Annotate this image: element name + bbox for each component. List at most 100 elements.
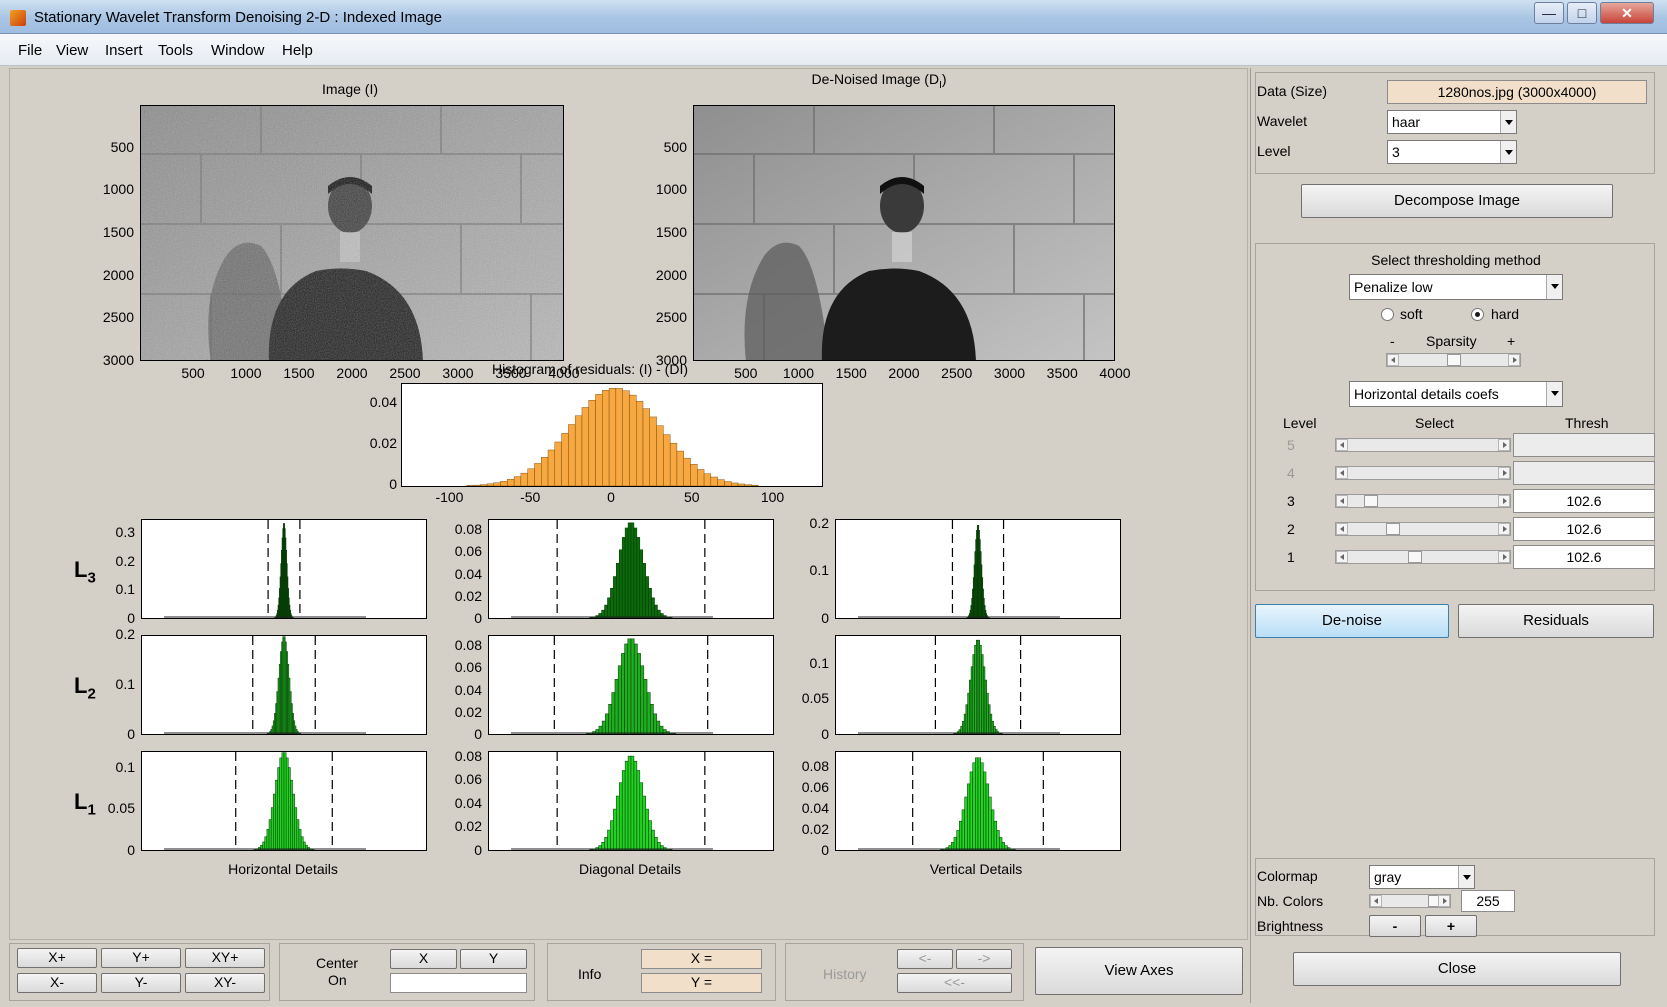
detail-y-tick: 0.05 [801,690,829,707]
detail-histogram-chart [164,636,366,734]
center-y-button[interactable]: Y [460,949,527,969]
residual-bar [744,484,752,486]
brightness-minus-button[interactable]: - [1369,915,1421,937]
detail-bar [300,836,304,850]
detail-histogram-axes[interactable] [141,519,427,619]
close-window-button[interactable]: ✕ [1600,2,1654,24]
menu-help[interactable]: Help [282,42,313,59]
detail-bar [621,770,626,850]
history-next-button[interactable]: -> [956,949,1012,969]
detail-histogram-axes[interactable] [488,519,774,619]
data-info-frame [1255,72,1655,174]
image-y-tick: 1000 [102,181,134,198]
residual-bar [513,476,522,486]
close-button[interactable]: Close [1293,952,1621,986]
hard-radio[interactable] [1471,308,1484,321]
zoom-xy-plus-button[interactable]: XY+ [185,948,265,968]
detail-histogram-axes[interactable] [835,519,1121,619]
zoom-xy-minus-button[interactable]: XY- [185,973,265,993]
detail-histogram-chart [511,520,713,618]
slider-thumb[interactable] [1407,551,1422,563]
threshold-method-select[interactable]: Penalize low [1349,274,1563,300]
detail-bar [981,654,984,734]
residual-bar [527,468,535,486]
detail-bar [642,563,646,618]
original-image-axes[interactable] [140,105,564,361]
level-threshold-slider[interactable] [1335,494,1511,508]
menu-window[interactable]: Window [211,42,265,59]
level-threshold-slider[interactable] [1335,466,1511,480]
detail-bar [290,779,293,850]
nb-colors-field[interactable]: 255 [1461,890,1515,912]
slider-thumb[interactable] [1386,523,1401,535]
detail-y-tick: 0 [127,726,135,742]
detail-histogram-axes[interactable] [835,635,1121,735]
detail-histogram-axes[interactable] [835,751,1121,851]
colormap-select[interactable]: gray [1369,865,1475,889]
detail-bar [970,666,974,734]
residual-x-tick: 100 [760,489,785,505]
level-threshold-field[interactable]: 102.6 [1513,517,1655,541]
minimize-button[interactable]: — [1534,2,1564,24]
detail-bar [627,522,632,618]
residuals-button[interactable]: Residuals [1458,604,1654,638]
zoom-x-plus-button[interactable]: X+ [17,948,97,968]
image-x-tick: 3500 [495,365,527,381]
wavelet-select[interactable]: haar [1387,110,1517,134]
menu-tools[interactable]: Tools [158,42,194,59]
level-threshold-slider[interactable] [1335,522,1511,536]
slider-thumb[interactable] [1364,495,1379,507]
image-y-tick: 1500 [655,224,687,240]
level-select[interactable]: 3 [1387,140,1517,164]
brightness-plus-button[interactable]: + [1425,915,1477,937]
denoise-button[interactable]: De-noise [1255,604,1449,638]
center-x-button[interactable]: X [390,949,457,969]
threshold-method-title: Select thresholding method [1371,252,1541,268]
center-on-field[interactable] [390,973,527,993]
residual-bar [602,390,610,486]
menu-view[interactable]: View [56,42,89,59]
residual-histogram-axes[interactable] [401,383,823,487]
detail-histogram-axes[interactable] [488,635,774,735]
image-y-tick: 500 [663,138,687,155]
detail-bar [983,771,987,850]
detail-y-tick: 0.2 [115,552,135,569]
level-threshold-field[interactable] [1513,461,1655,485]
denoised-image [694,106,1114,360]
zoom-y-plus-button[interactable]: Y+ [101,948,181,968]
detail-histogram-axes[interactable] [141,751,427,851]
coef-select[interactable]: Horizontal details coefs [1349,381,1563,407]
detail-bar [614,679,619,734]
menu-insert[interactable]: Insert [105,42,143,59]
detail-bar [972,654,975,734]
sparsity-slider-thumb[interactable] [1446,354,1461,366]
view-axes-button[interactable]: View Axes [1035,947,1243,995]
zoom-x-minus-button[interactable]: X- [17,973,97,993]
title-bar: Stationary Wavelet Transform Denoising 2… [0,0,1667,34]
maximize-button[interactable]: □ [1567,2,1597,24]
detail-bar [977,757,981,850]
nb-colors-slider[interactable] [1369,894,1451,908]
detail-histogram-axes[interactable] [141,635,427,735]
original-image-title: Image (I) [321,81,378,97]
history-prev-button[interactable]: <- [897,949,953,969]
decompose-image-button[interactable]: Decompose Image [1301,184,1613,218]
history-first-button[interactable]: <<- [897,973,1012,993]
level-threshold-field[interactable]: 102.6 [1513,489,1655,513]
soft-radio[interactable] [1381,308,1394,321]
level-threshold-slider[interactable] [1335,550,1511,564]
detail-bar [996,830,1000,850]
sparsity-slider[interactable] [1386,353,1521,367]
level-threshold-slider[interactable] [1335,438,1511,452]
detail-y-tick: 0.04 [454,794,482,811]
level-threshold-field[interactable]: 102.6 [1513,545,1655,569]
residual-x-tick: 0 [607,489,615,505]
level-threshold-field[interactable] [1513,433,1655,457]
menu-file[interactable]: File [18,42,43,59]
denoised-image-axes[interactable] [693,105,1115,361]
detail-histogram-axes[interactable] [488,751,774,851]
zoom-y-minus-button[interactable]: Y- [101,973,181,993]
hard-label: hard [1491,306,1520,322]
detail-y-tick: 0 [821,726,829,742]
level-number: 1 [87,801,96,819]
